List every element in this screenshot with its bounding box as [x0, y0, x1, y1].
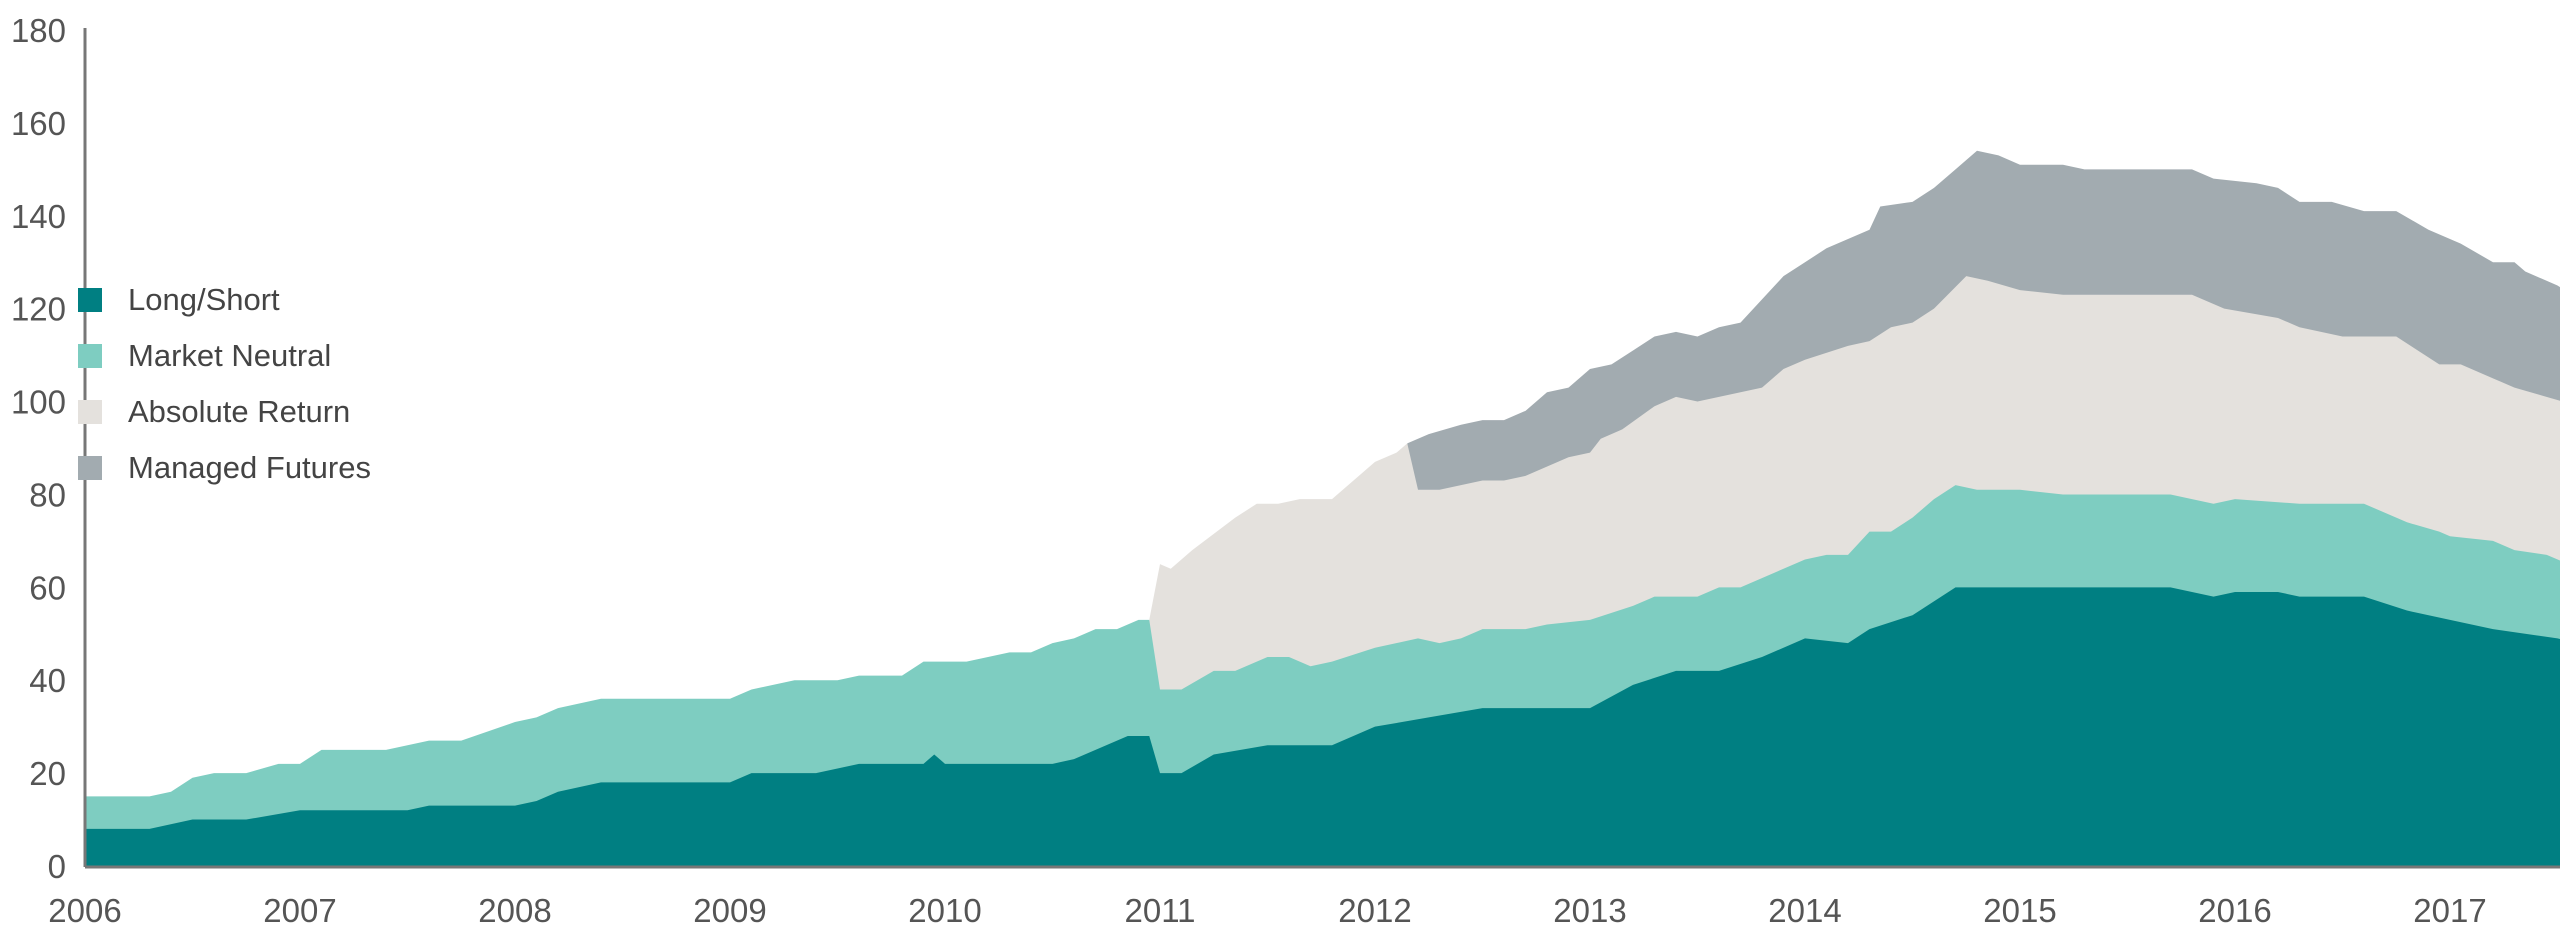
- legend-label: Long/Short: [128, 282, 280, 317]
- legend-swatch: [78, 344, 102, 368]
- y-tick-label: 0: [48, 848, 66, 885]
- legend-swatch: [78, 456, 102, 480]
- y-tick-label: 80: [29, 476, 66, 513]
- x-tick-label: 2010: [908, 892, 981, 929]
- y-tick-label: 120: [11, 291, 66, 328]
- legend-label: Absolute Return: [128, 394, 351, 429]
- area-long-short: [85, 587, 2560, 866]
- y-axis-ticks: 0 20 40 60 80 100 120 140 160 180: [11, 12, 66, 885]
- x-tick-label: 2012: [1338, 892, 1411, 929]
- x-axis-ticks: 2006 2007 2008 2009 2010 2011 2012 2013 2014 2015…: [48, 892, 2486, 929]
- legend-label: Managed Futures: [128, 450, 371, 485]
- legend-swatch: [78, 288, 102, 312]
- legend-item-long-short: Long/Short: [78, 272, 371, 328]
- x-tick-label: 2014: [1768, 892, 1841, 929]
- legend-item-managed-futures: Managed Futures: [78, 440, 371, 496]
- y-tick-label: 160: [11, 105, 66, 142]
- y-tick-label: 140: [11, 198, 66, 235]
- areas-layer: [85, 150, 2560, 866]
- y-tick-label: 60: [29, 569, 66, 606]
- x-tick-label: 2006: [48, 892, 121, 929]
- x-tick-label: 2015: [1983, 892, 2056, 929]
- x-tick-label: 2016: [2198, 892, 2271, 929]
- y-tick-label: 40: [29, 662, 66, 699]
- y-tick-label: 100: [11, 384, 66, 421]
- x-tick-label: 2008: [478, 892, 551, 929]
- legend-item-market-neutral: Market Neutral: [78, 328, 371, 384]
- x-tick-label: 2011: [1125, 892, 1196, 929]
- chart-legend: Long/Short Market Neutral Absolute Retur…: [78, 272, 371, 496]
- legend-label: Market Neutral: [128, 338, 332, 373]
- x-tick-label: 2009: [693, 892, 766, 929]
- y-tick-label: 180: [11, 12, 66, 49]
- x-tick-label: 2007: [263, 892, 336, 929]
- legend-item-absolute-return: Absolute Return: [78, 384, 371, 440]
- x-tick-label: 2017: [2413, 892, 2486, 929]
- x-tick-label: 2013: [1553, 892, 1626, 929]
- y-tick-label: 20: [29, 755, 66, 792]
- legend-swatch: [78, 400, 102, 424]
